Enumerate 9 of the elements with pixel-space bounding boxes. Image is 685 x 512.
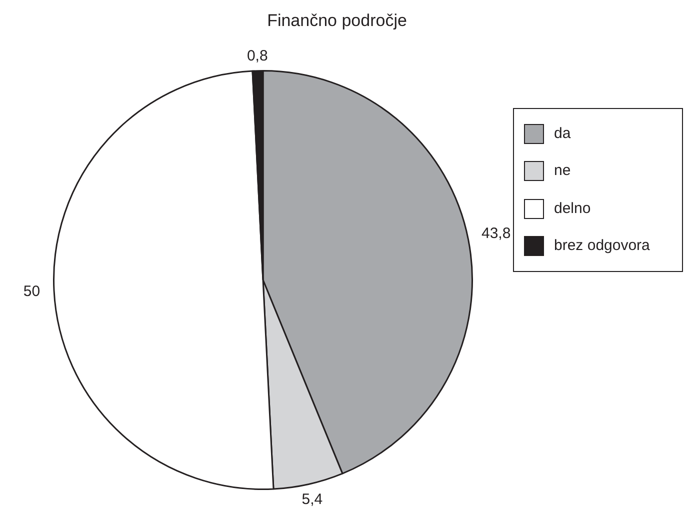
data-label: 50 xyxy=(23,282,40,300)
data-label: 5,4 xyxy=(302,491,323,508)
data-label: 43,8 xyxy=(481,225,511,242)
legend-label: brez odgovora xyxy=(554,237,650,256)
legend-label: ne xyxy=(554,162,571,180)
legend-label: da xyxy=(554,124,571,143)
chart-title: Finančno področje xyxy=(266,10,408,32)
legend-label: delno xyxy=(554,200,591,218)
data-label: 0,8 xyxy=(246,48,268,65)
